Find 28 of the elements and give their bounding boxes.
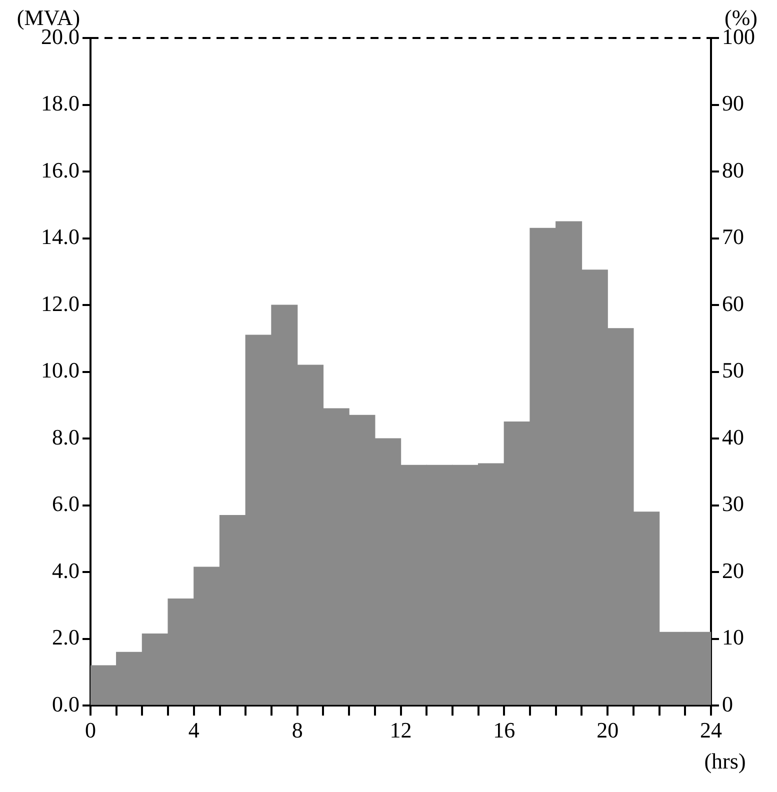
y-tick-label: 10.0	[41, 358, 80, 383]
y2-tick-label: 20	[722, 558, 744, 583]
y-tick-label: 12.0	[41, 290, 80, 316]
y-tick-label: 4.0	[52, 558, 80, 583]
x-axis-title: (hrs)	[704, 748, 746, 774]
y-tick-label: 8.0	[52, 424, 80, 450]
x-tick-label: 24	[700, 718, 722, 743]
y2-tick-label: 30	[722, 491, 744, 516]
y2-tick-label: 70	[722, 224, 744, 250]
y2-tick-label: 0	[722, 691, 733, 716]
y2-tick-label: 80	[722, 157, 744, 182]
y-tick-label: 18.0	[41, 90, 80, 116]
y2-tick-label: 90	[722, 90, 744, 116]
x-tick-label: 8	[292, 718, 303, 743]
x-tick-label: 20	[596, 718, 619, 743]
y-tick-label: 16.0	[41, 157, 80, 182]
x-tick-label: 0	[85, 718, 96, 743]
x-tick-label: 12	[390, 718, 412, 743]
y2-tick-label: 60	[722, 290, 744, 316]
y2-tick-label: 10	[722, 624, 744, 650]
y-tick-label: 14.0	[41, 224, 80, 250]
x-tick-label: 4	[188, 718, 200, 743]
y2-tick-label: 40	[722, 424, 744, 450]
y-tick-label: 0.0	[52, 691, 80, 716]
x-tick-label: 16	[493, 718, 516, 743]
y2-tick-label: 50	[722, 358, 744, 383]
y-tick-label: 6.0	[52, 491, 80, 516]
y-tick-label: 2.0	[52, 624, 80, 650]
